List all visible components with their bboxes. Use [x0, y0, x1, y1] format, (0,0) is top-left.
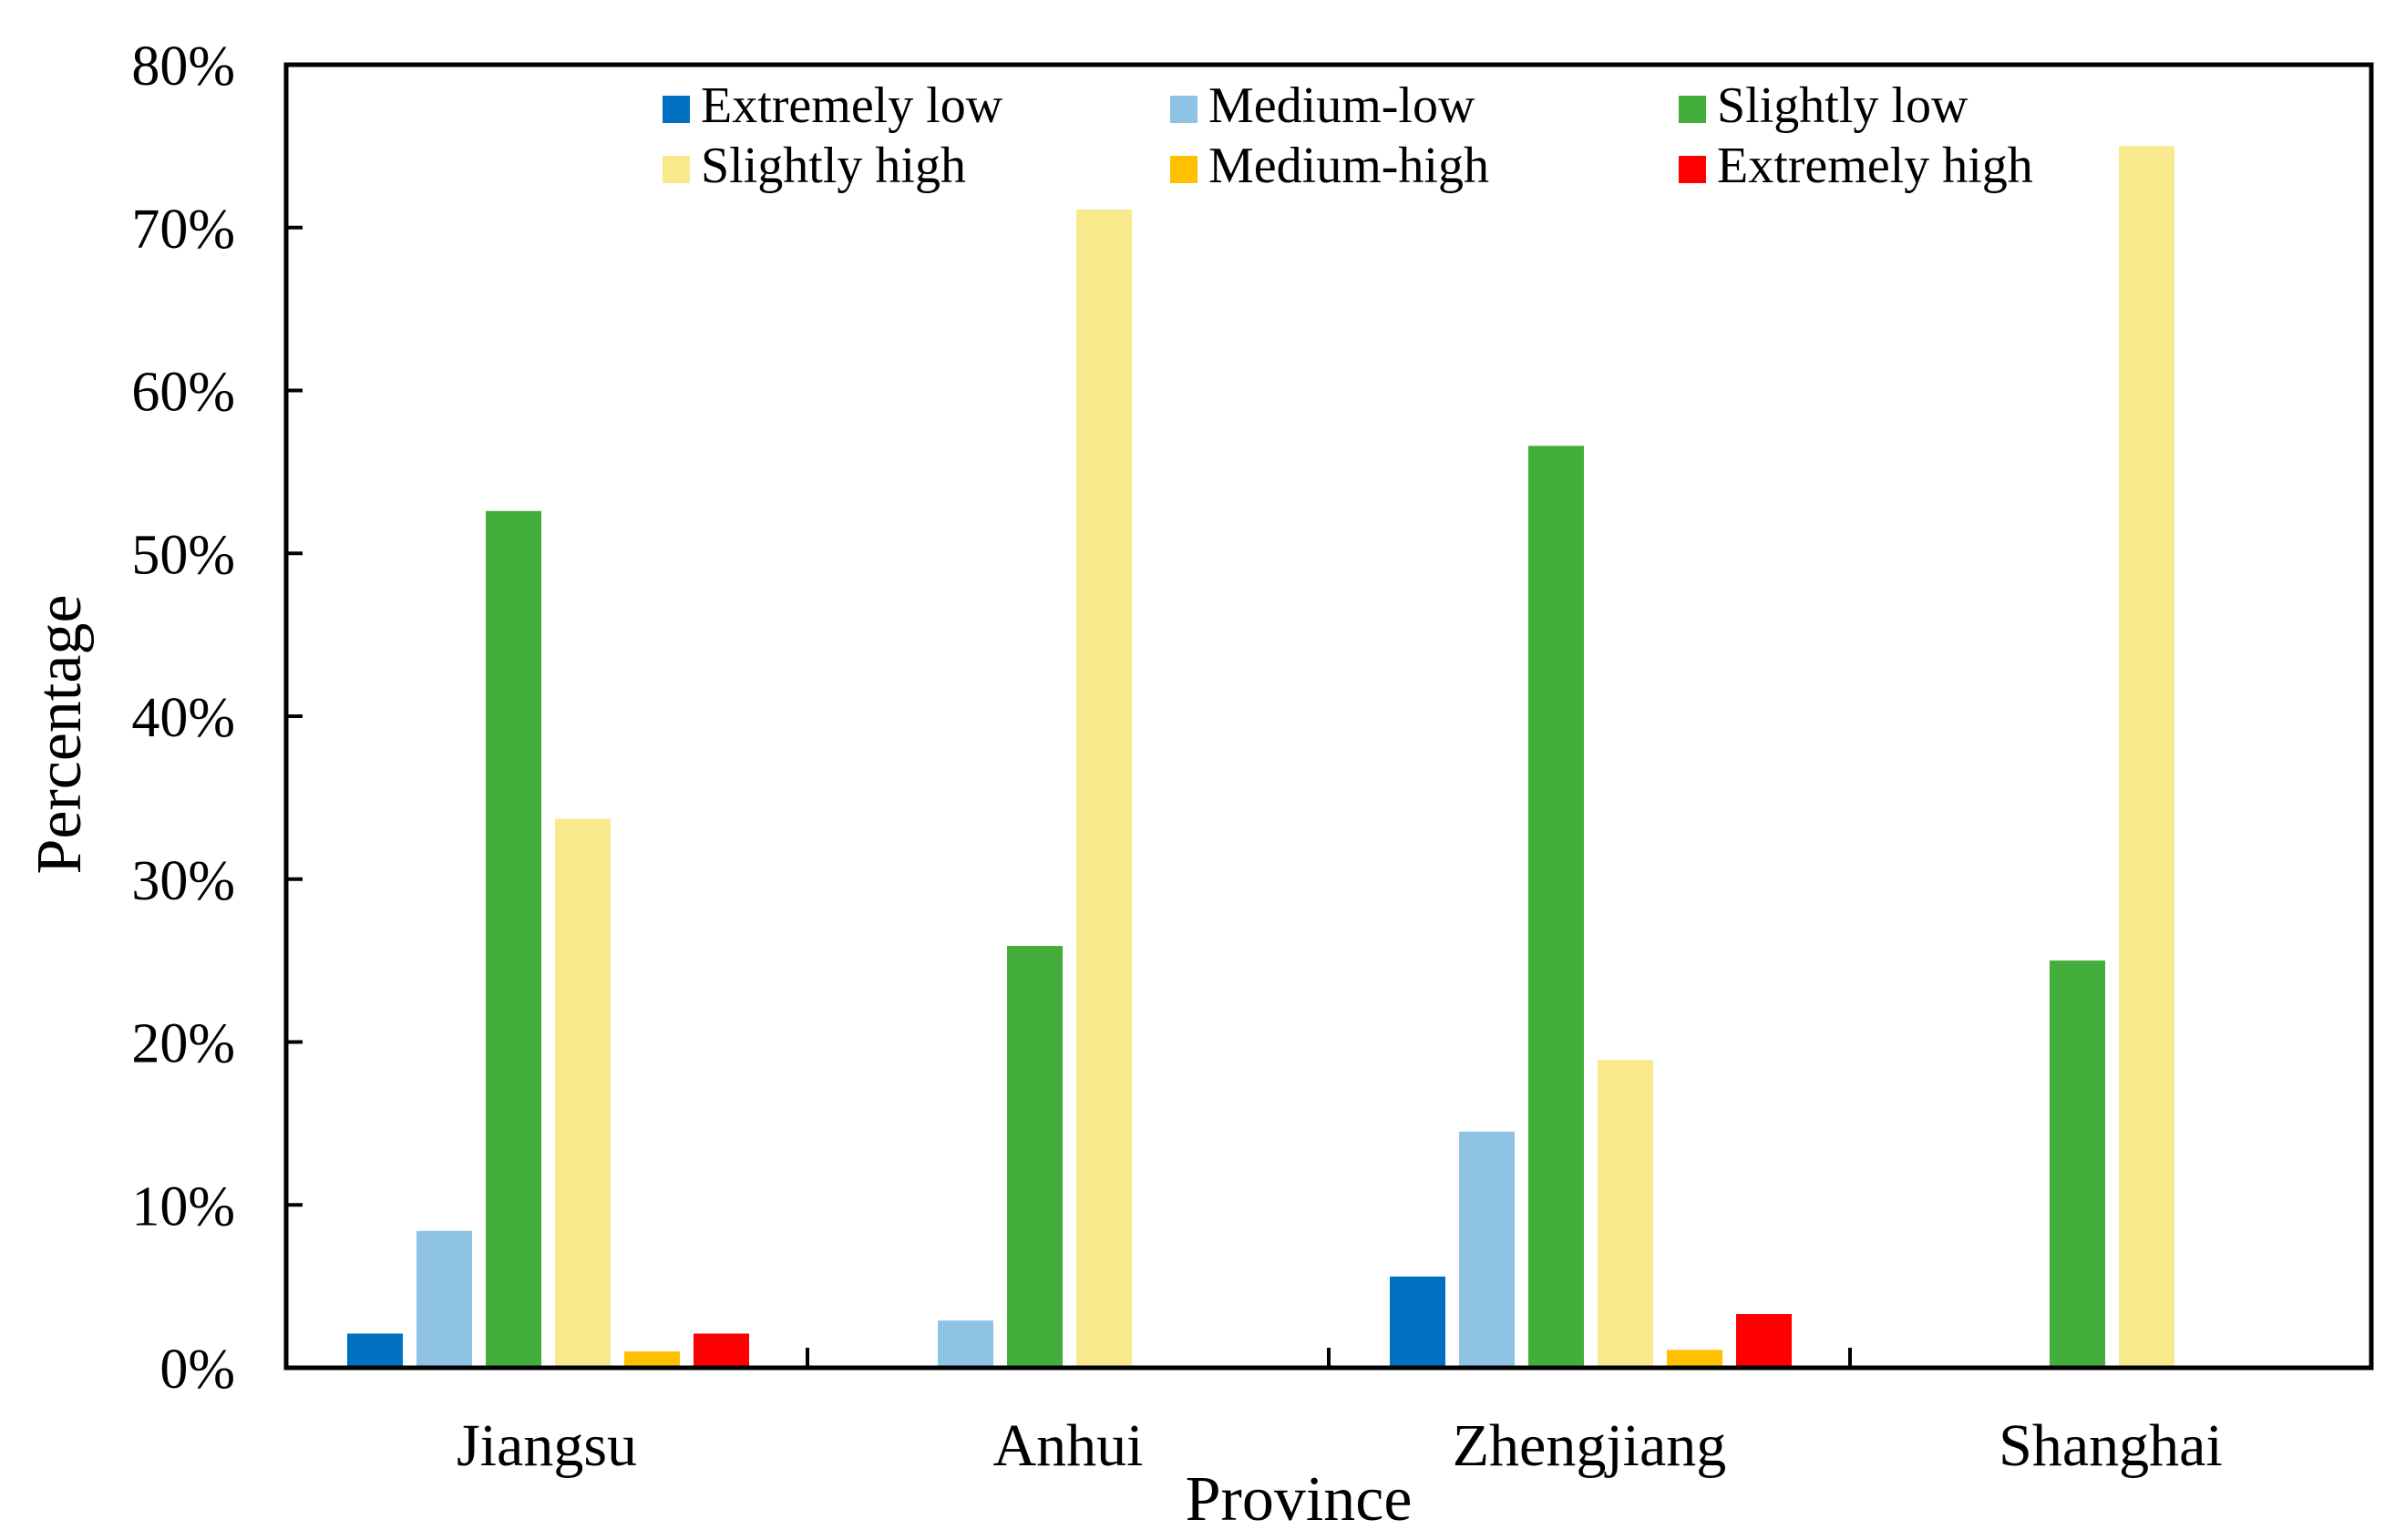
legend-swatch	[1170, 96, 1198, 123]
legend-swatch	[1679, 156, 1706, 183]
y-tick-label: 0%	[159, 1339, 235, 1401]
y-tick-label: 10%	[131, 1176, 235, 1237]
bar-zhengjiang-slightly-high	[1598, 1060, 1653, 1368]
bar-shanghai-slightly-low	[2050, 960, 2105, 1368]
bar-anhui-slightly-low	[1007, 946, 1063, 1368]
bar-shanghai-slightly-high	[2119, 146, 2174, 1368]
bar-zhengjiang-extremely-high	[1736, 1314, 1792, 1368]
legend-swatch	[1679, 96, 1706, 123]
legend-swatch	[663, 96, 690, 123]
legend-swatch	[1170, 156, 1198, 183]
legend-label: Medium-low	[1208, 77, 1475, 134]
y-tick-label: 80%	[131, 36, 235, 98]
y-tick-label: 50%	[131, 524, 235, 586]
legend-swatch	[663, 156, 690, 183]
bar-jiangsu-extremely-low	[347, 1333, 403, 1368]
y-tick-label: 60%	[131, 362, 235, 424]
legend-label: Medium-high	[1208, 138, 1489, 194]
bar-anhui-slightly-high	[1076, 210, 1132, 1368]
legend: Extremely low Medium-low Slightly low Sligh…	[663, 77, 2033, 194]
bar-jiangsu-medium-high	[624, 1351, 680, 1368]
bar-jiangsu-slightly-low	[486, 510, 541, 1368]
y-tick-label: 30%	[131, 850, 235, 912]
y-tick-label: 20%	[131, 1013, 235, 1075]
y-tick-label: 70%	[131, 199, 235, 261]
bars-group	[347, 146, 2174, 1368]
x-tick-label: Jiangsu	[457, 1412, 637, 1479]
x-axis-title: Province	[1186, 1464, 1413, 1535]
y-axis-title: Percentage	[25, 594, 95, 874]
bar-jiangsu-medium-low	[416, 1230, 472, 1368]
x-tick-label: Anhui	[993, 1412, 1144, 1479]
x-axis: Jiangsu Anhui Zhengjiang Shanghai	[457, 1348, 2223, 1479]
bar-zhengjiang-medium-high	[1667, 1350, 1722, 1368]
bar-zhengjiang-extremely-low	[1390, 1276, 1445, 1368]
bar-jiangsu-extremely-high	[694, 1333, 749, 1368]
legend-label: Slightly low	[1717, 77, 1968, 134]
y-tick-label: 40%	[131, 687, 235, 749]
bar-zhengjiang-medium-low	[1459, 1131, 1515, 1368]
y-axis: 0% 10% 20% 30% 40% 50% 60% 70% 80%	[131, 36, 303, 1401]
bar-jiangsu-slightly-high	[555, 818, 611, 1368]
legend-label: Extremely high	[1717, 138, 2033, 194]
legend-label: Slightly high	[701, 138, 966, 194]
x-tick-label: Shanghai	[1999, 1412, 2223, 1479]
x-tick-label: Zhengjiang	[1453, 1412, 1727, 1479]
bar-zhengjiang-slightly-low	[1528, 446, 1584, 1368]
legend-label: Extremely low	[701, 77, 1003, 134]
bar-anhui-medium-low	[938, 1320, 993, 1368]
